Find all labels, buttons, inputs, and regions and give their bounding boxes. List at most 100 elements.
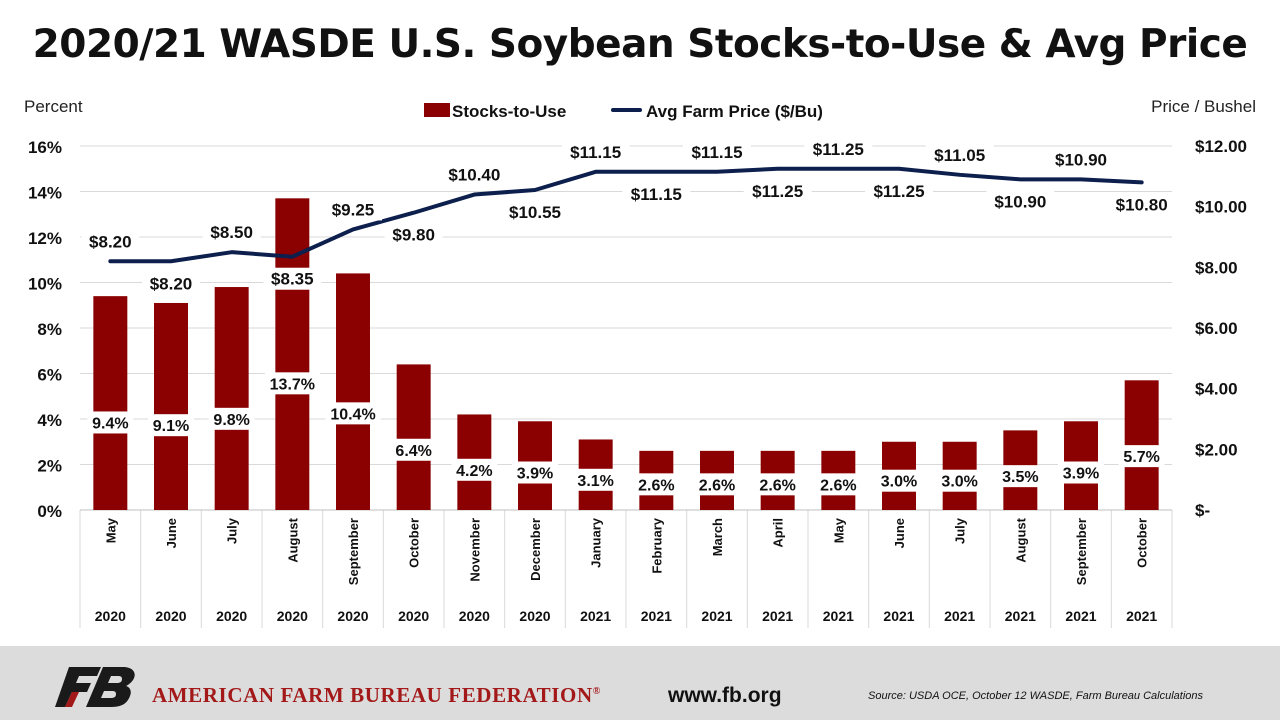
y-tick-right: $8.00	[1195, 258, 1238, 277]
price-data-label: $10.40	[448, 166, 500, 185]
price-label-bg	[324, 198, 382, 221]
bar-data-label: 13.7%	[270, 376, 315, 393]
x-year-label: 2021	[883, 608, 914, 624]
bar-label-bg	[1118, 445, 1165, 468]
bar-label-bg	[148, 414, 194, 437]
price-label-bg	[142, 272, 200, 295]
y-tick-right: $12.00	[1195, 137, 1247, 156]
price-data-label: $8.20	[89, 232, 132, 251]
y-tick-right: $6.00	[1195, 319, 1238, 338]
y-tick-left: 6%	[37, 366, 62, 385]
x-tick-label: August	[285, 517, 300, 562]
price-data-label: $11.15	[691, 143, 742, 162]
price-label-bg	[925, 143, 994, 166]
x-year-label: 2021	[580, 608, 611, 624]
x-tick-label: April	[771, 518, 786, 548]
x-tick-label: February	[649, 517, 664, 573]
legend-label-line: Avg Farm Price ($/Bu)	[646, 102, 823, 121]
price-label-bg	[622, 182, 691, 205]
bar-data-label: 9.1%	[153, 418, 189, 435]
x-tick-label: July	[225, 517, 240, 544]
bar-label-bg	[264, 372, 320, 395]
bar-data-label: 5.7%	[1123, 449, 1159, 466]
bar-data-label: 3.0%	[941, 474, 977, 491]
price-data-label: $11.25	[752, 182, 803, 201]
bar-data-label: 3.9%	[1063, 466, 1099, 483]
x-tick-label: May	[831, 517, 846, 543]
bar-data-label: 6.4%	[395, 443, 431, 460]
x-year-label: 2021	[762, 608, 793, 624]
price-data-label: $9.80	[392, 226, 435, 245]
chart: 0% 2% 4% 6% 8% 10% 12% 14% 16% $- $2.00 $4.00 $6.00 $…	[24, 97, 1256, 628]
price-label-bg	[384, 223, 443, 246]
bar-label-bg	[87, 411, 134, 434]
website-link[interactable]: www.fb.org	[668, 684, 782, 707]
x-year-label: 2020	[155, 608, 186, 624]
price-label-bg	[202, 221, 261, 244]
org-name: AMERICAN FARM BUREAU FEDERATION®	[152, 683, 601, 707]
x-year-label: 2020	[337, 608, 368, 624]
price-data-label: $8.35	[271, 270, 314, 289]
x-year-label: 2021	[944, 608, 975, 624]
bar-data-label: 9.4%	[92, 415, 128, 432]
bar-data-label: 2.6%	[759, 477, 795, 494]
bar-data-label: 3.1%	[577, 473, 613, 490]
price-data-label: $10.55	[509, 203, 561, 222]
bar-data-label: 10.4%	[330, 406, 375, 423]
x-tick-label: September	[1074, 518, 1089, 585]
legend-label-bars: Stocks-to-Use	[452, 102, 566, 121]
bar-data-label: 3.0%	[881, 474, 917, 491]
y-tick-left: 2%	[37, 457, 62, 476]
price-label-bg	[986, 190, 1055, 213]
bar-label-bg	[936, 469, 983, 492]
x-tick-label: December	[528, 518, 543, 581]
price-label-bg	[865, 179, 933, 202]
bar	[396, 364, 431, 510]
footer-bar	[0, 646, 1280, 720]
y-tick-left: 8%	[37, 320, 62, 339]
x-year-label: 2020	[95, 608, 126, 624]
price-label-bg	[1107, 193, 1176, 216]
bar-data-label: 2.6%	[820, 477, 856, 494]
y-axis-title-left: Percent	[24, 97, 83, 116]
x-year-label: 2020	[519, 608, 550, 624]
price-label-bg	[501, 200, 569, 223]
y-axis-title-right: Price / Bushel	[1151, 97, 1256, 116]
price-label-bg	[1047, 148, 1115, 171]
price-data-label: $10.90	[994, 192, 1046, 211]
bar-label-bg	[390, 438, 437, 461]
source-note: Source: USDA OCE, October 12 WASDE, Farm…	[868, 690, 1204, 702]
y-tick-left: 0%	[37, 502, 62, 521]
bar-data-label: 9.8%	[213, 412, 249, 429]
x-year-label: 2021	[641, 608, 672, 624]
bar-label-bg	[1058, 461, 1104, 484]
price-label-bg	[263, 267, 322, 290]
price-label-bg	[81, 230, 140, 253]
x-tick-label: March	[710, 518, 725, 556]
bar-label-bg	[633, 473, 680, 496]
price-data-label: $10.80	[1116, 195, 1168, 214]
price-data-label: $11.15	[570, 143, 621, 162]
price-line	[108, 166, 1144, 264]
x-tick-label: July	[953, 517, 968, 544]
x-tick-label: November	[467, 518, 482, 582]
x-tick-label: June	[164, 518, 179, 548]
x-year-label: 2021	[1065, 608, 1096, 624]
price-data-label: $11.25	[873, 182, 924, 201]
bar-label-bg	[325, 402, 381, 425]
y-tick-left: 4%	[37, 411, 62, 430]
x-tick-label: October	[1135, 518, 1150, 568]
bar-label-bg	[815, 473, 862, 496]
y-tick-left: 14%	[28, 184, 62, 203]
bar-data-label: 4.2%	[456, 463, 492, 480]
bar-label-bg	[572, 468, 619, 491]
price-data-label: $11.25	[813, 140, 864, 159]
x-tick-label: September	[346, 518, 361, 585]
y-tick-right: $-	[1195, 501, 1210, 520]
bar	[336, 273, 370, 510]
bar-data-label: 2.6%	[638, 477, 674, 494]
x-year-label: 2021	[701, 608, 732, 624]
bar	[154, 302, 188, 510]
x-tick-label: January	[589, 517, 604, 568]
price-label-bg	[440, 163, 509, 186]
